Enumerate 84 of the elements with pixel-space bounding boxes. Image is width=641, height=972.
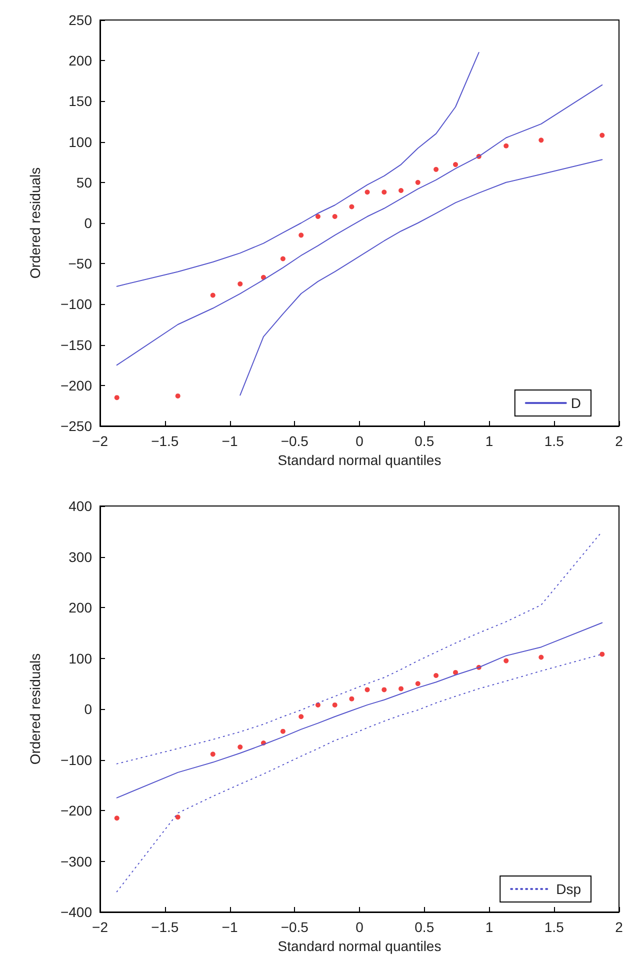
line-series [116,622,603,798]
y-tick-label: −400 [60,904,92,920]
point [434,673,439,678]
y-tick-label: 100 [68,650,92,666]
y-tick-label: 300 [68,548,92,565]
y-tick-label: 400 [68,498,92,514]
y-tick-label: −200 [60,377,92,394]
line-series [116,52,480,287]
line-series [116,84,603,366]
x-tick-label: −0.5 [280,433,309,449]
line-series [240,159,603,396]
y-tick-label: −200 [60,802,92,818]
x-tick-label: −1.5 [151,919,179,935]
point [504,143,509,148]
point [434,166,439,172]
point [332,214,338,220]
point [364,190,370,195]
point [349,696,354,702]
x-tick-label: −1 [222,433,238,449]
point [364,687,370,692]
point [210,292,216,298]
y-tick-label: 250 [68,12,92,28]
point [114,395,120,400]
y-axis-title: Ordered residuals [27,653,43,765]
x-tick-label: 2 [615,919,624,935]
point [315,702,320,708]
x-tick-label: 2 [615,433,624,449]
point [415,681,420,686]
point [382,687,387,692]
point [298,714,304,720]
y-tick-label: 50 [76,174,92,190]
y-tick-label: −150 [60,336,92,353]
point [600,652,605,657]
x-axis-title: Standard normal quantiles [278,452,442,468]
legend-label: Dsp [556,881,582,897]
x-tick-label: 0.5 [414,919,434,935]
x-tick-label: 0 [356,919,364,935]
point [238,744,243,750]
y-tick-label: −50 [68,256,92,272]
point [600,132,605,138]
point [315,214,320,220]
y-tick-label: 200 [68,600,92,616]
point [398,686,404,692]
x-tick-label: −2 [92,433,108,449]
y-tick-label: −100 [60,752,92,768]
x-tick-label: 1 [485,433,494,449]
y-axis-title: Ordered residuals [27,167,43,279]
y-tick-label: −250 [60,418,92,434]
y-tick-label: −100 [60,296,92,312]
point [238,281,243,286]
point [453,162,458,168]
point [415,180,420,185]
x-tick-label: 1 [485,919,494,935]
y-tick-label: 0 [84,701,92,717]
point [210,752,216,757]
point [114,816,120,821]
point [175,814,180,820]
x-tick-label: 0.5 [414,433,434,449]
y-tick-label: 0 [84,215,92,231]
point [538,654,544,660]
x-tick-label: −2 [92,919,108,935]
point [175,393,180,398]
x-axis-title: Standard normal quantiles [278,938,442,954]
x-tick-label: 0 [356,433,364,449]
point [280,728,286,734]
point [453,670,458,675]
x-tick-label: −1 [222,919,238,935]
y-tick-label: 150 [68,93,92,110]
point [349,204,354,210]
point [280,256,286,262]
x-tick-label: −0.5 [280,919,309,935]
legend-label: D [570,395,582,411]
x-tick-label: 1.5 [544,919,564,935]
point [398,188,404,194]
y-tick-label: 200 [68,52,92,69]
point [332,702,338,708]
point [382,190,387,195]
point [504,658,509,664]
y-tick-label: 100 [68,134,92,150]
x-tick-label: 1.5 [544,433,564,449]
x-tick-label: −1.5 [151,433,179,449]
point [538,138,544,143]
point [298,232,304,238]
y-tick-label: −300 [60,853,92,870]
